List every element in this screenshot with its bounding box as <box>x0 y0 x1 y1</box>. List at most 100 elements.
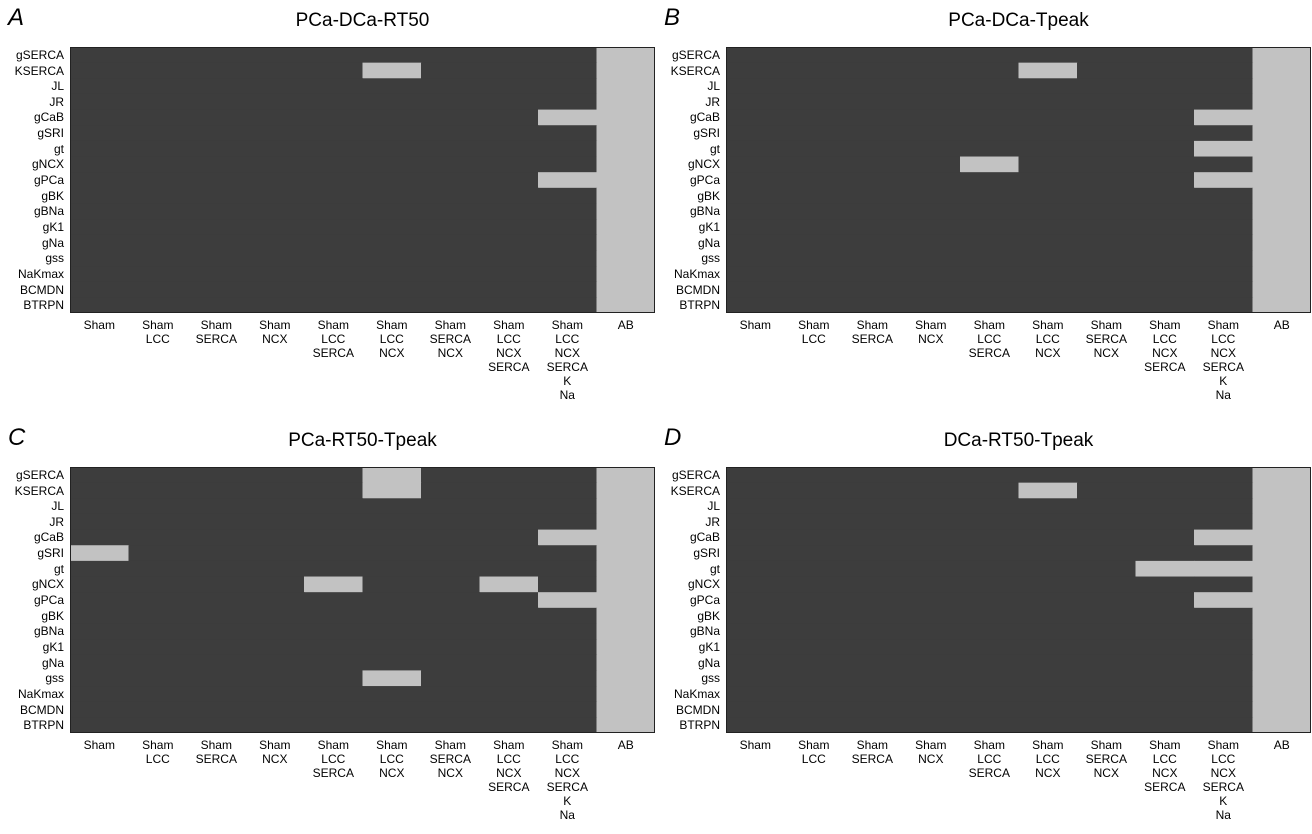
heatmap-cell <box>901 686 961 703</box>
heatmap-cell <box>596 670 655 687</box>
heatmap-cell <box>304 156 364 173</box>
row-label: gBK <box>41 608 64 623</box>
heatmap-cell <box>245 203 305 220</box>
heatmap <box>70 47 655 313</box>
heatmap-cell <box>1135 47 1195 64</box>
column-label-line: NCX <box>496 766 522 780</box>
row-label: gK1 <box>42 639 64 654</box>
heatmap <box>70 467 655 733</box>
heatmap-cell <box>960 607 1020 625</box>
heatmap-cell <box>128 576 188 593</box>
heatmap-cell <box>1018 78 1078 95</box>
column-label-line: Na <box>1215 388 1231 402</box>
heatmap-cell <box>479 701 539 718</box>
heatmap-cell <box>901 513 961 531</box>
heatmap-cell <box>726 234 786 252</box>
row-label: BCMDN <box>20 282 64 297</box>
heatmap-cell <box>1018 109 1078 126</box>
heatmap-cell <box>1077 482 1137 499</box>
heatmap-cell <box>784 576 844 593</box>
heatmap-cell <box>596 187 655 205</box>
column-label: Sham LCC SERCA <box>960 318 1018 360</box>
heatmap-cell <box>1194 125 1254 142</box>
heatmap-cell <box>726 219 786 236</box>
row-label: gNa <box>697 235 720 250</box>
heatmap-cell <box>726 701 786 718</box>
heatmap-cell <box>726 607 786 625</box>
heatmap-cell <box>596 654 655 672</box>
heatmap-cell <box>70 592 130 609</box>
heatmap-cell <box>362 623 422 640</box>
heatmap-cell <box>479 560 539 578</box>
column-label-line: SERCA <box>851 752 893 766</box>
column-label-line: Sham <box>1090 738 1122 752</box>
panel-letter: A <box>8 4 25 31</box>
heatmap-cell <box>1194 47 1254 64</box>
heatmap-cell <box>1077 592 1137 609</box>
heatmap-cell <box>1018 297 1078 313</box>
heatmap-cell <box>128 654 188 672</box>
heatmap-cell <box>128 125 188 142</box>
heatmap-cell <box>1252 639 1311 656</box>
heatmap-cell <box>421 297 481 313</box>
heatmap-cell <box>843 576 903 593</box>
heatmap-cell <box>596 607 655 625</box>
heatmap-cell <box>784 592 844 609</box>
heatmap-cell <box>596 498 655 515</box>
heatmap-cell <box>901 670 961 687</box>
heatmap-cell <box>1018 654 1078 672</box>
column-label-line: SERCA <box>312 346 354 360</box>
heatmap-cell <box>421 250 481 267</box>
heatmap-cell <box>1252 467 1311 484</box>
heatmap-cell <box>726 717 786 733</box>
column-label: Sham LCC NCX SERCA <box>480 318 538 374</box>
heatmap-cell <box>187 498 247 515</box>
heatmap-cell <box>538 717 598 733</box>
heatmap-cell <box>596 266 655 283</box>
column-label-line: LCC <box>321 752 346 766</box>
heatmap-cell <box>1018 47 1078 64</box>
heatmap-cell <box>245 125 305 142</box>
heatmap-cell <box>784 297 844 313</box>
column-label-line: NCX <box>554 766 580 780</box>
column-label-line: Sham <box>317 738 349 752</box>
row-label: gSRI <box>693 126 720 141</box>
heatmap-cell <box>421 717 481 733</box>
heatmap-cell <box>1135 467 1195 484</box>
heatmap-cell <box>1252 156 1311 173</box>
heatmap-cell <box>70 467 130 484</box>
column-label: Sham <box>70 738 128 752</box>
row-label: gPCa <box>689 173 720 187</box>
heatmap-cell <box>128 467 188 484</box>
heatmap-cell <box>1077 125 1137 142</box>
heatmap-cell <box>187 513 247 531</box>
heatmap-cell <box>784 529 844 546</box>
column-label: Sham SERCA <box>843 738 901 766</box>
heatmap-cell <box>245 172 305 189</box>
heatmap-cell <box>901 78 961 95</box>
row-label: gNCX <box>687 157 720 172</box>
heatmap-cell <box>1194 467 1254 484</box>
heatmap-cell <box>726 639 786 656</box>
heatmap-cell <box>596 281 655 298</box>
column-label-line: K <box>1219 794 1228 808</box>
heatmap-cell <box>726 62 786 79</box>
heatmap-cell <box>538 187 598 205</box>
heatmap-cell <box>245 109 305 126</box>
heatmap-cell <box>960 203 1020 220</box>
heatmap-cell <box>70 560 130 578</box>
heatmap-cell <box>596 592 655 609</box>
heatmap-cell <box>479 172 539 189</box>
heatmap-cell <box>362 187 422 205</box>
heatmap-cell <box>479 203 539 220</box>
heatmap-cell <box>901 281 961 298</box>
heatmap-cell <box>1135 266 1195 283</box>
heatmap-cell <box>304 93 364 111</box>
heatmap-cell <box>1252 172 1311 189</box>
heatmap-cell <box>128 297 188 313</box>
row-label: gCaB <box>33 110 64 125</box>
heatmap-cell <box>1252 701 1311 718</box>
heatmap-cell <box>1194 607 1254 625</box>
heatmap-cell <box>784 250 844 267</box>
column-label-line: SERCA <box>312 766 354 780</box>
